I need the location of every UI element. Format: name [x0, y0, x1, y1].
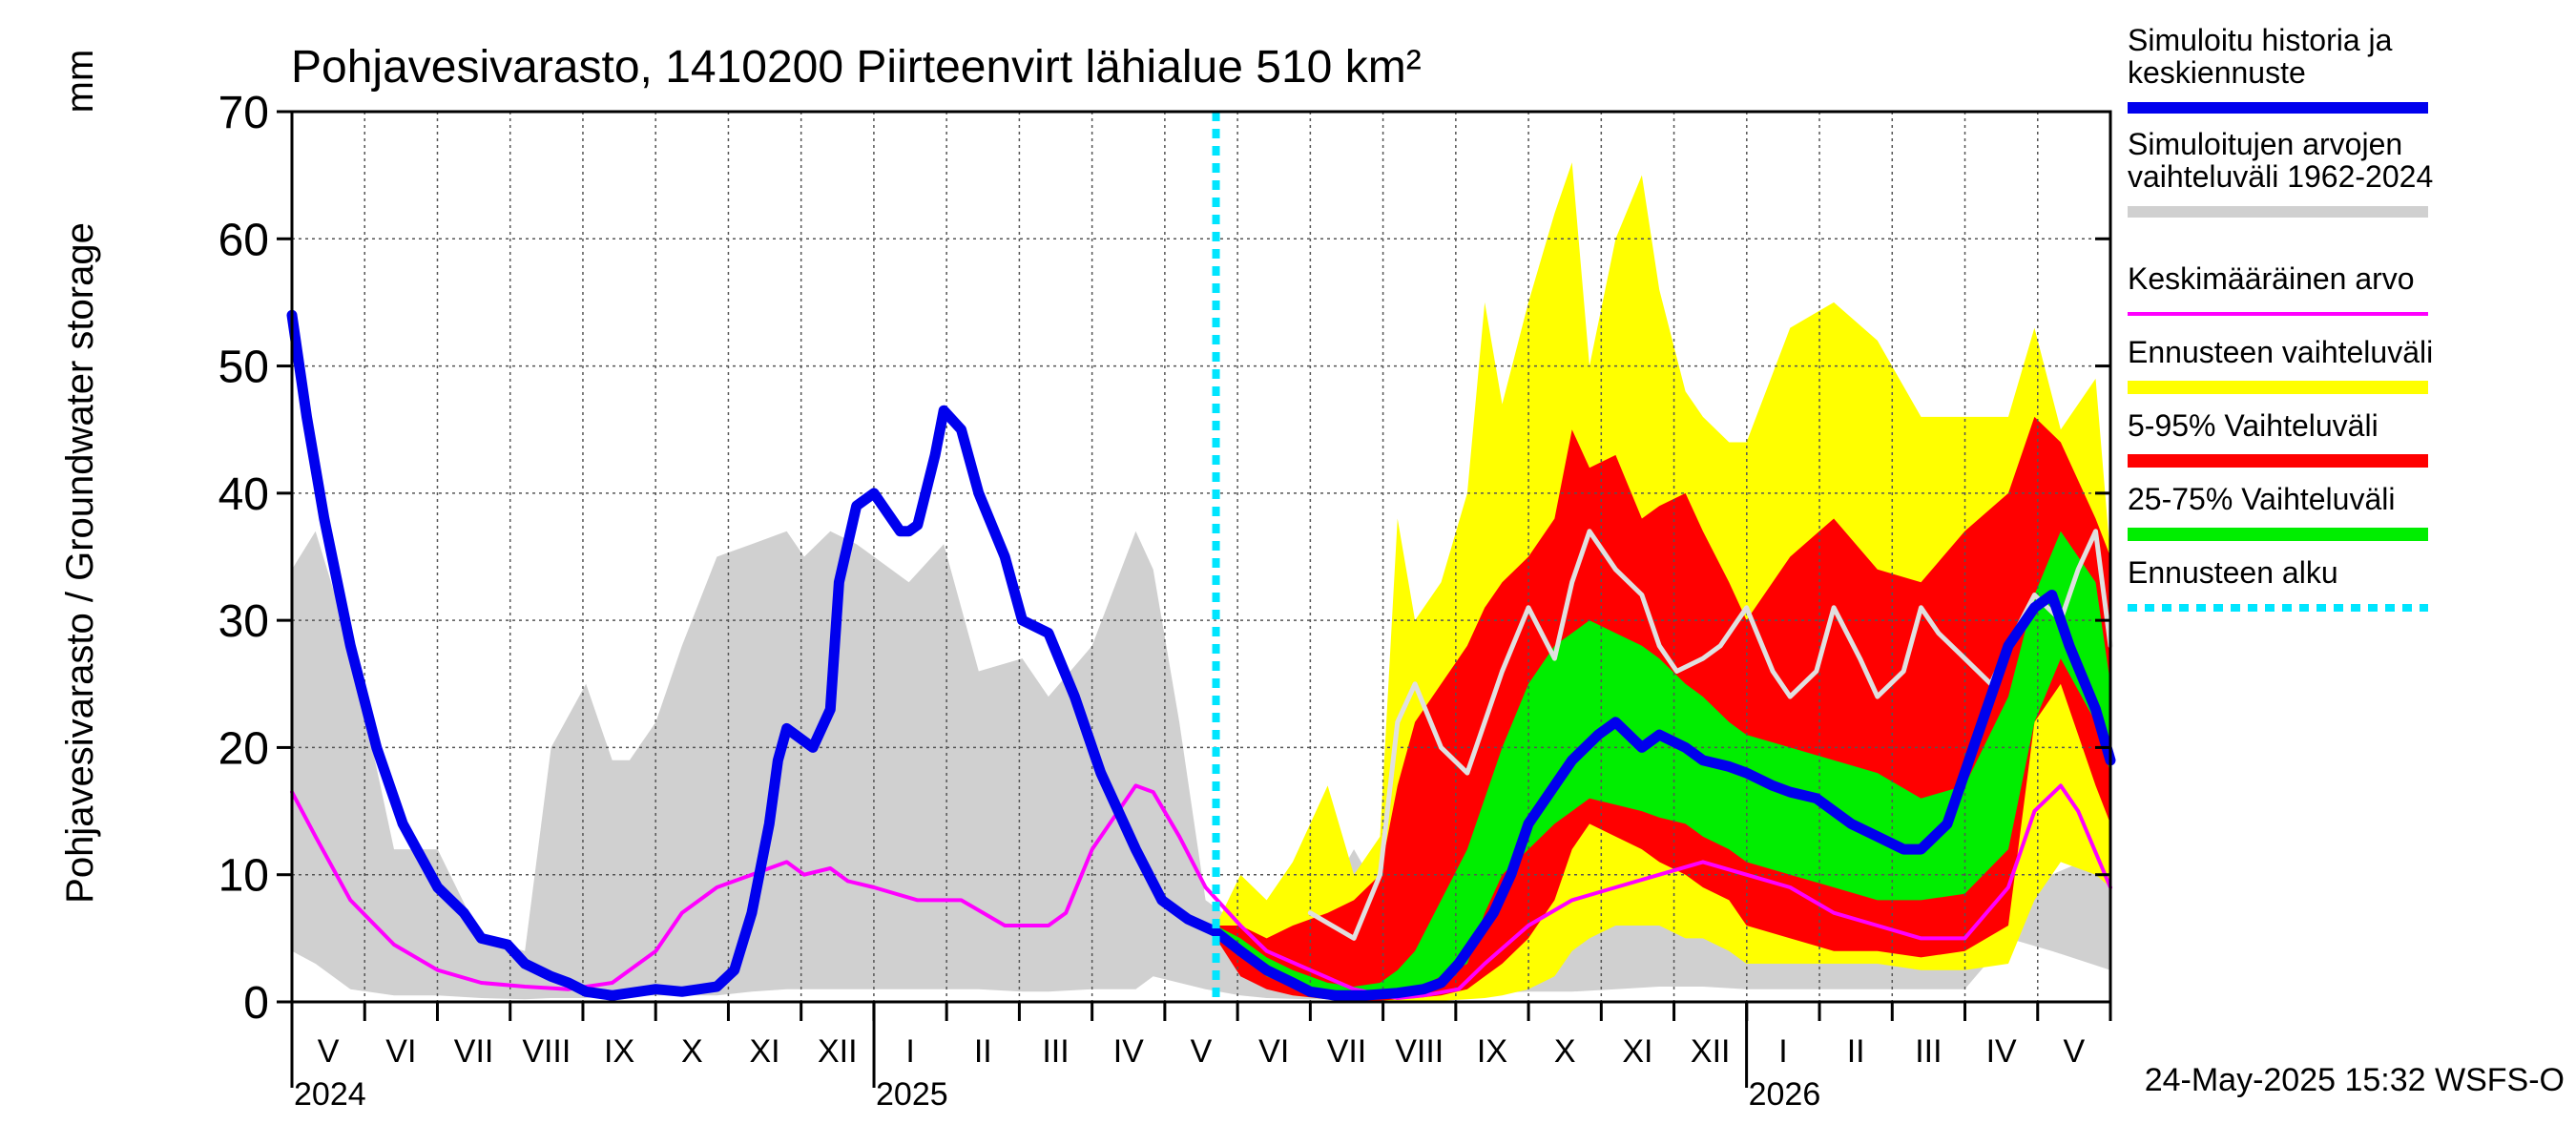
month-label: VIII [1395, 1033, 1444, 1070]
month-label: VI [385, 1033, 416, 1070]
y-axis-unit: mm [59, 50, 101, 114]
series-lines [286, 112, 2116, 1002]
month-label: III [1915, 1033, 1942, 1070]
forecast-25-75-band [1215, 531, 2110, 998]
legend-label: 25-75% Vaihteluväli [2128, 482, 2395, 516]
month-label: IX [604, 1033, 634, 1070]
legend-label: Ennusteen alku [2128, 555, 2338, 590]
y-tick-label: 30 [218, 596, 269, 647]
y-tick-label: 20 [218, 723, 269, 774]
month-label: VII [1327, 1033, 1367, 1070]
month-label: XII [818, 1033, 858, 1070]
legend-label: Ennusteen vaihteluväli [2128, 335, 2433, 369]
month-label: V [2064, 1033, 2086, 1070]
legend-label: Simuloitu historia ja keskiennuste [2128, 23, 2393, 90]
footer-timestamp: 24-May-2025 15:32 WSFS-O [2145, 1062, 2565, 1098]
month-label: III [1042, 1033, 1069, 1070]
chart-title: Pohjavesivarasto, 1410200 Piirteenvirt l… [291, 42, 1422, 93]
month-label: VII [454, 1033, 494, 1070]
mean-line [290, 783, 2112, 1000]
month-label: IV [1986, 1033, 2017, 1070]
month-label: VIII [522, 1033, 571, 1070]
month-label: X [1554, 1033, 1576, 1070]
forecast-25-75-area [1215, 531, 2110, 998]
legend-label-line: keskiennuste [2128, 55, 2306, 90]
y-tick-label: 40 [218, 469, 269, 520]
simulated-history-line [286, 309, 2116, 1001]
legend-label-line: Simuloitujen arvojen [2128, 127, 2402, 161]
month-label: II [1847, 1033, 1865, 1070]
month-label: I [905, 1033, 914, 1070]
y-tick-label: 10 [218, 851, 269, 902]
legend: Simuloitu historia ja keskiennusteSimuloi… [2128, 23, 2433, 612]
legend-label-line: vaihteluväli 1962-2024 [2128, 159, 2433, 194]
y-tick-label: 50 [218, 343, 269, 393]
month-label: X [681, 1033, 703, 1070]
y-tick-label: 70 [218, 88, 269, 138]
month-label: I [1778, 1033, 1787, 1070]
month-label: XI [749, 1033, 779, 1070]
historical-range-area [292, 531, 2110, 1000]
month-label: V [318, 1033, 340, 1070]
month-label: VI [1258, 1033, 1289, 1070]
plot-frame [290, 110, 2112, 1004]
year-label: 2025 [876, 1076, 948, 1113]
month-label: XII [1691, 1033, 1731, 1070]
y-axis-label: Pohjavesivarasto / Groundwater storage [59, 222, 101, 904]
month-label: XI [1622, 1033, 1652, 1070]
historical-range-band [292, 531, 2110, 1000]
y-tick-label: 0 [243, 978, 269, 1029]
month-label: IX [1477, 1033, 1507, 1070]
month-label: V [1191, 1033, 1213, 1070]
legend-label-line: Simuloitu historia ja [2128, 23, 2393, 57]
legend-label: Simuloitujen arvojen vaihteluväli 1962-20… [2128, 127, 2433, 194]
legend-label: Keskimääräinen arvo [2128, 261, 2415, 296]
year-label: 2026 [1749, 1076, 1821, 1113]
y-tick-label: 60 [218, 215, 269, 265]
legend-label: 5-95% Vaihteluväli [2128, 408, 2379, 443]
month-label: II [974, 1033, 992, 1070]
month-label: IV [1113, 1033, 1144, 1070]
year-label: 2024 [294, 1076, 366, 1113]
